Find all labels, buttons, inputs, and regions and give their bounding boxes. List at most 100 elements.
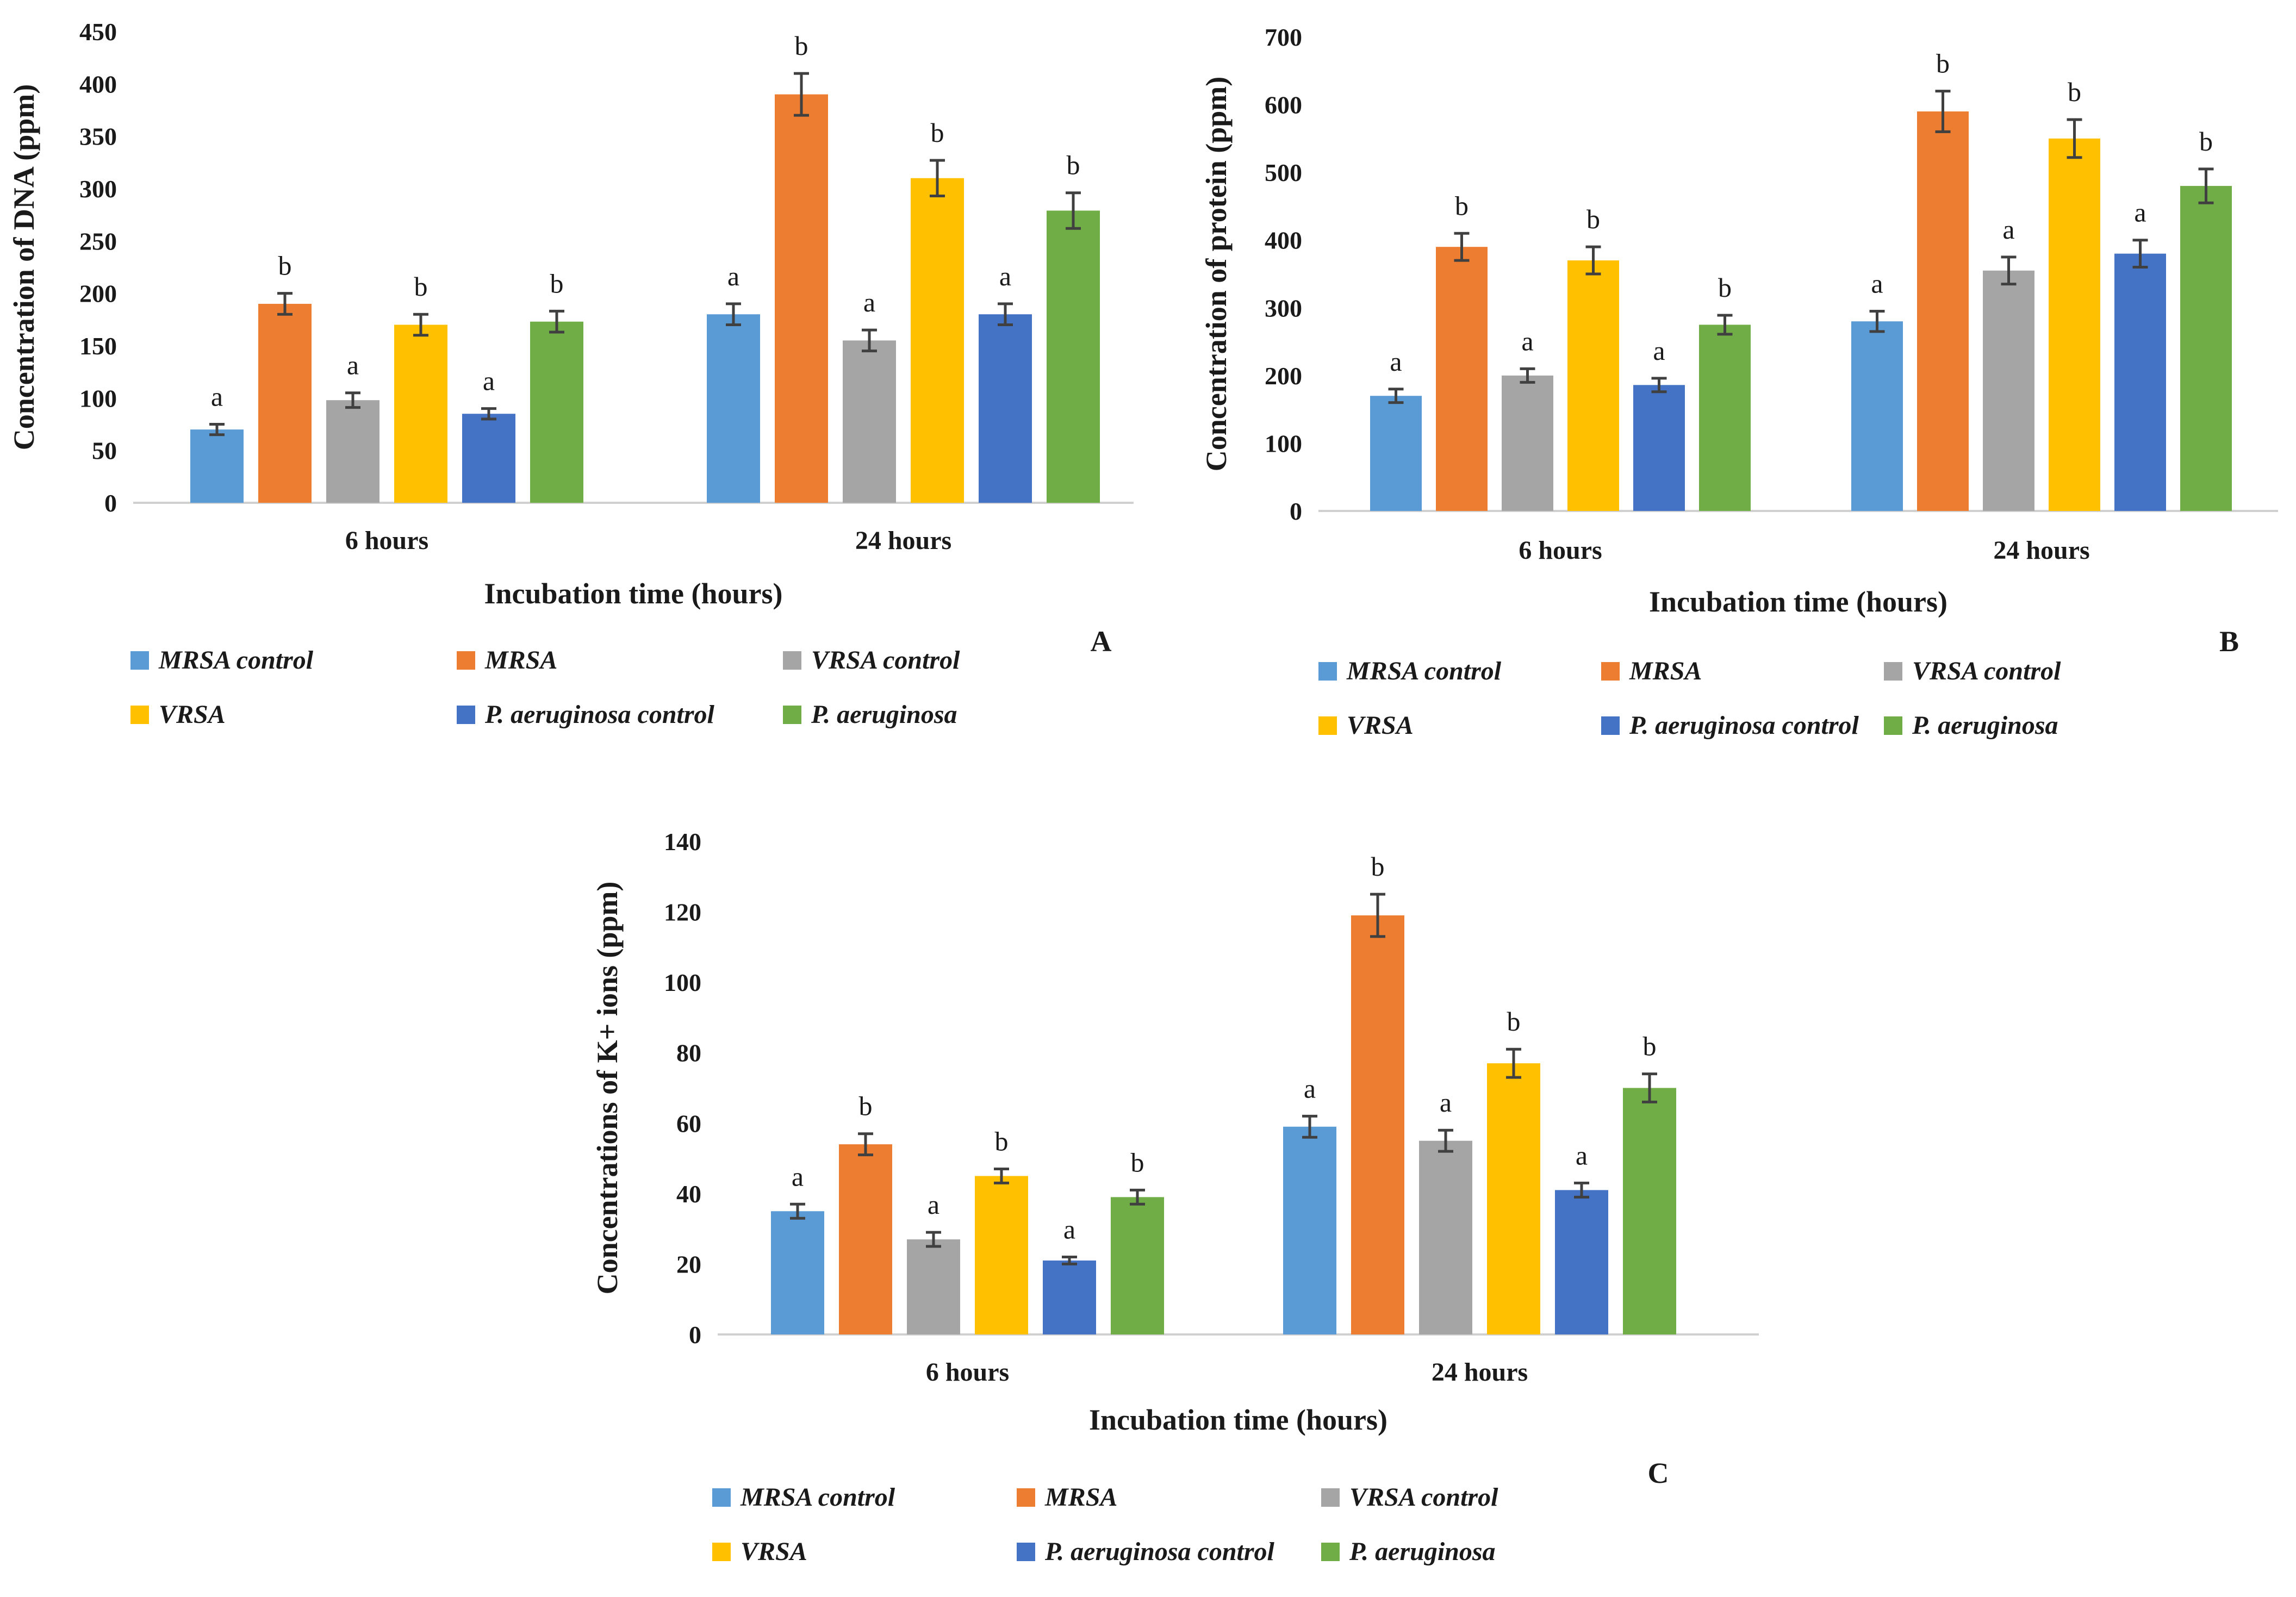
legend-label: VRSA control bbox=[811, 646, 960, 675]
x-category-label: 6 hours bbox=[926, 1358, 1009, 1387]
bar bbox=[1633, 385, 1685, 511]
y-tick-label: 600 bbox=[1265, 91, 1302, 119]
significance-label: b bbox=[1371, 851, 1385, 882]
y-tick-label: 300 bbox=[79, 175, 117, 203]
significance-label: a bbox=[727, 261, 739, 291]
significance-label: b bbox=[795, 30, 808, 61]
legend-swatch bbox=[1884, 662, 1902, 681]
bar bbox=[2049, 138, 2100, 511]
significance-label: a bbox=[1653, 335, 1665, 366]
y-tick-label: 40 bbox=[676, 1180, 701, 1208]
bar bbox=[394, 325, 447, 503]
x-axis-title: Incubation time (hours) bbox=[1649, 585, 1947, 618]
legend-label: P. aeruginosa bbox=[1912, 711, 2058, 740]
legend-label: P. aeruginosa control bbox=[1044, 1537, 1275, 1566]
significance-label: b bbox=[278, 251, 292, 281]
y-tick-label: 60 bbox=[676, 1109, 701, 1137]
bar bbox=[707, 314, 760, 503]
significance-label: b bbox=[859, 1091, 873, 1121]
legend-swatch bbox=[1321, 1543, 1340, 1561]
bar bbox=[190, 429, 244, 503]
y-tick-label: 0 bbox=[689, 1321, 701, 1349]
x-category-label: 6 hours bbox=[1519, 536, 1602, 565]
bar bbox=[843, 340, 896, 503]
y-tick-label: 50 bbox=[92, 437, 117, 465]
bar bbox=[771, 1211, 824, 1334]
legend-swatch bbox=[457, 706, 475, 724]
bar bbox=[1983, 270, 2034, 511]
bar bbox=[1699, 325, 1751, 511]
chart-panel-b: 0 100 200 300 400 500 600 700 a b a b a b 6 hours a b a b a… bbox=[1200, 23, 2278, 740]
significance-label: b bbox=[995, 1126, 1009, 1157]
legend-swatch bbox=[1017, 1488, 1035, 1507]
legend-swatch bbox=[1017, 1543, 1035, 1561]
legend-label: P. aeruginosa control bbox=[1629, 711, 1859, 740]
legend-label: VRSA bbox=[159, 700, 226, 729]
bar bbox=[907, 1239, 960, 1334]
significance-label: a bbox=[1063, 1214, 1075, 1244]
legend-swatch bbox=[712, 1543, 731, 1561]
significance-label: b bbox=[1131, 1147, 1144, 1177]
bar bbox=[2180, 186, 2232, 511]
significance-label: a bbox=[999, 261, 1011, 291]
significance-label: b bbox=[2068, 77, 2081, 107]
significance-label: a bbox=[483, 366, 495, 396]
y-tick-label: 300 bbox=[1265, 294, 1302, 322]
bar bbox=[1283, 1126, 1336, 1334]
y-axis-title: Concentration of protein (ppm) bbox=[1200, 77, 1233, 471]
panel-letter: C bbox=[1648, 1457, 1669, 1489]
significance-label: b bbox=[1455, 190, 1469, 221]
panel-letter: B bbox=[2219, 625, 2239, 658]
legend-label: VRSA control bbox=[1349, 1483, 1498, 1512]
x-category-label: 24 hours bbox=[1993, 536, 2089, 565]
legend-swatch bbox=[1318, 662, 1337, 681]
legend-swatch bbox=[130, 651, 149, 670]
legend-swatch bbox=[1601, 716, 1620, 735]
significance-label: b bbox=[1586, 204, 1600, 234]
bar bbox=[975, 1176, 1028, 1334]
significance-label: a bbox=[211, 382, 223, 412]
y-tick-label: 0 bbox=[1290, 497, 1302, 525]
legend-swatch bbox=[1321, 1488, 1340, 1507]
chart-panel-a: 0 50 100 150 200 250 300 350 400 450 a b a b a b 6 hours… bbox=[8, 18, 1134, 729]
bar bbox=[1419, 1140, 1472, 1334]
significance-label: b bbox=[2199, 126, 2213, 157]
y-axis-title: Concentration of DNA (ppm) bbox=[8, 84, 40, 450]
bar bbox=[462, 414, 515, 503]
bar bbox=[2114, 253, 2166, 511]
y-tick-label: 250 bbox=[79, 227, 117, 255]
y-tick-label: 100 bbox=[79, 384, 117, 412]
y-tick-label: 450 bbox=[79, 18, 117, 46]
y-tick-label: 200 bbox=[79, 280, 117, 308]
legend-swatch bbox=[783, 651, 801, 670]
legend-label: MRSA control bbox=[158, 646, 314, 675]
y-tick-label: 200 bbox=[1265, 362, 1302, 390]
significance-label: a bbox=[863, 287, 875, 317]
x-category-label: 24 hours bbox=[855, 526, 951, 555]
legend-label: VRSA bbox=[741, 1537, 807, 1566]
x-axis-title: Incubation time (hours) bbox=[484, 577, 782, 610]
significance-label: a bbox=[1871, 269, 1883, 299]
legend-label: P. aeruginosa bbox=[811, 700, 957, 729]
significance-label: b bbox=[1507, 1006, 1521, 1037]
y-tick-label: 150 bbox=[79, 332, 117, 360]
x-category-label: 24 hours bbox=[1432, 1358, 1528, 1387]
significance-label: a bbox=[2134, 197, 2146, 228]
y-tick-label: 0 bbox=[104, 489, 117, 517]
bar bbox=[1567, 260, 1619, 511]
significance-label: b bbox=[414, 271, 428, 302]
significance-label: a bbox=[1390, 346, 1402, 377]
legend-label: P. aeruginosa control bbox=[484, 700, 715, 729]
x-axis-title: Incubation time (hours) bbox=[1089, 1403, 1387, 1436]
significance-label: b bbox=[1643, 1031, 1657, 1062]
y-tick-label: 700 bbox=[1265, 23, 1302, 51]
y-tick-label: 400 bbox=[1265, 227, 1302, 254]
y-axis-title: Concentrations of K+ ions (ppm) bbox=[591, 882, 624, 1295]
y-tick-label: 120 bbox=[664, 899, 701, 926]
legend: MRSA control MRSA VRSA control VRSA P. aerug… bbox=[130, 646, 960, 729]
bar bbox=[258, 303, 312, 503]
bar bbox=[1555, 1190, 1608, 1334]
y-tick-label: 400 bbox=[79, 70, 117, 98]
legend-label: P. aeruginosa bbox=[1349, 1537, 1496, 1566]
